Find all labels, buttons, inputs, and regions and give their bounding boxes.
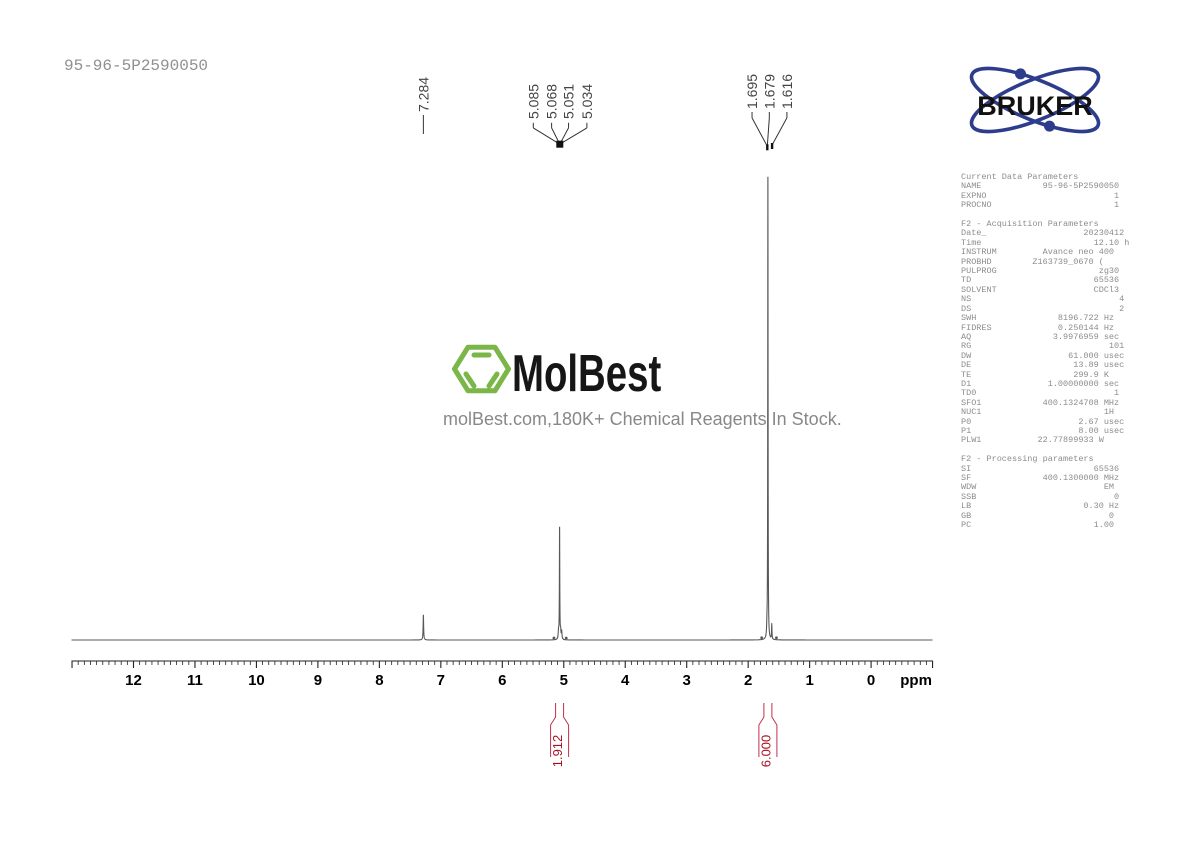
svg-text:11: 11	[187, 672, 203, 689]
svg-text:1: 1	[805, 672, 813, 689]
svg-text:5.034: 5.034	[579, 84, 595, 119]
svg-text:1.695: 1.695	[744, 74, 760, 109]
svg-text:1.616: 1.616	[779, 74, 795, 109]
svg-text:1.679: 1.679	[761, 74, 777, 109]
svg-text:6: 6	[498, 672, 506, 689]
svg-text:0: 0	[867, 672, 875, 689]
svg-text:5.051: 5.051	[561, 84, 577, 119]
svg-text:10: 10	[248, 672, 265, 689]
svg-text:8: 8	[375, 672, 383, 689]
svg-text:MolBest: MolBest	[512, 344, 661, 402]
svg-text:2: 2	[744, 672, 752, 689]
svg-text:1.912: 1.912	[550, 735, 565, 768]
svg-text:5: 5	[560, 672, 568, 689]
svg-text:BRUKER: BRUKER	[977, 91, 1093, 121]
svg-text:7: 7	[437, 672, 445, 689]
svg-text:4: 4	[621, 672, 630, 689]
svg-text:6.000: 6.000	[758, 735, 773, 768]
svg-text:5.085: 5.085	[525, 84, 541, 119]
svg-text:12: 12	[125, 672, 142, 689]
svg-text:5.068: 5.068	[544, 84, 560, 119]
svg-text:7.284: 7.284	[415, 77, 431, 112]
svg-text:ppm: ppm	[900, 672, 932, 689]
svg-text:molBest.com,180K+ Chemical Rea: molBest.com,180K+ Chemical Reagents In S…	[443, 409, 842, 429]
svg-text:9: 9	[314, 672, 322, 689]
svg-text:3: 3	[683, 672, 691, 689]
